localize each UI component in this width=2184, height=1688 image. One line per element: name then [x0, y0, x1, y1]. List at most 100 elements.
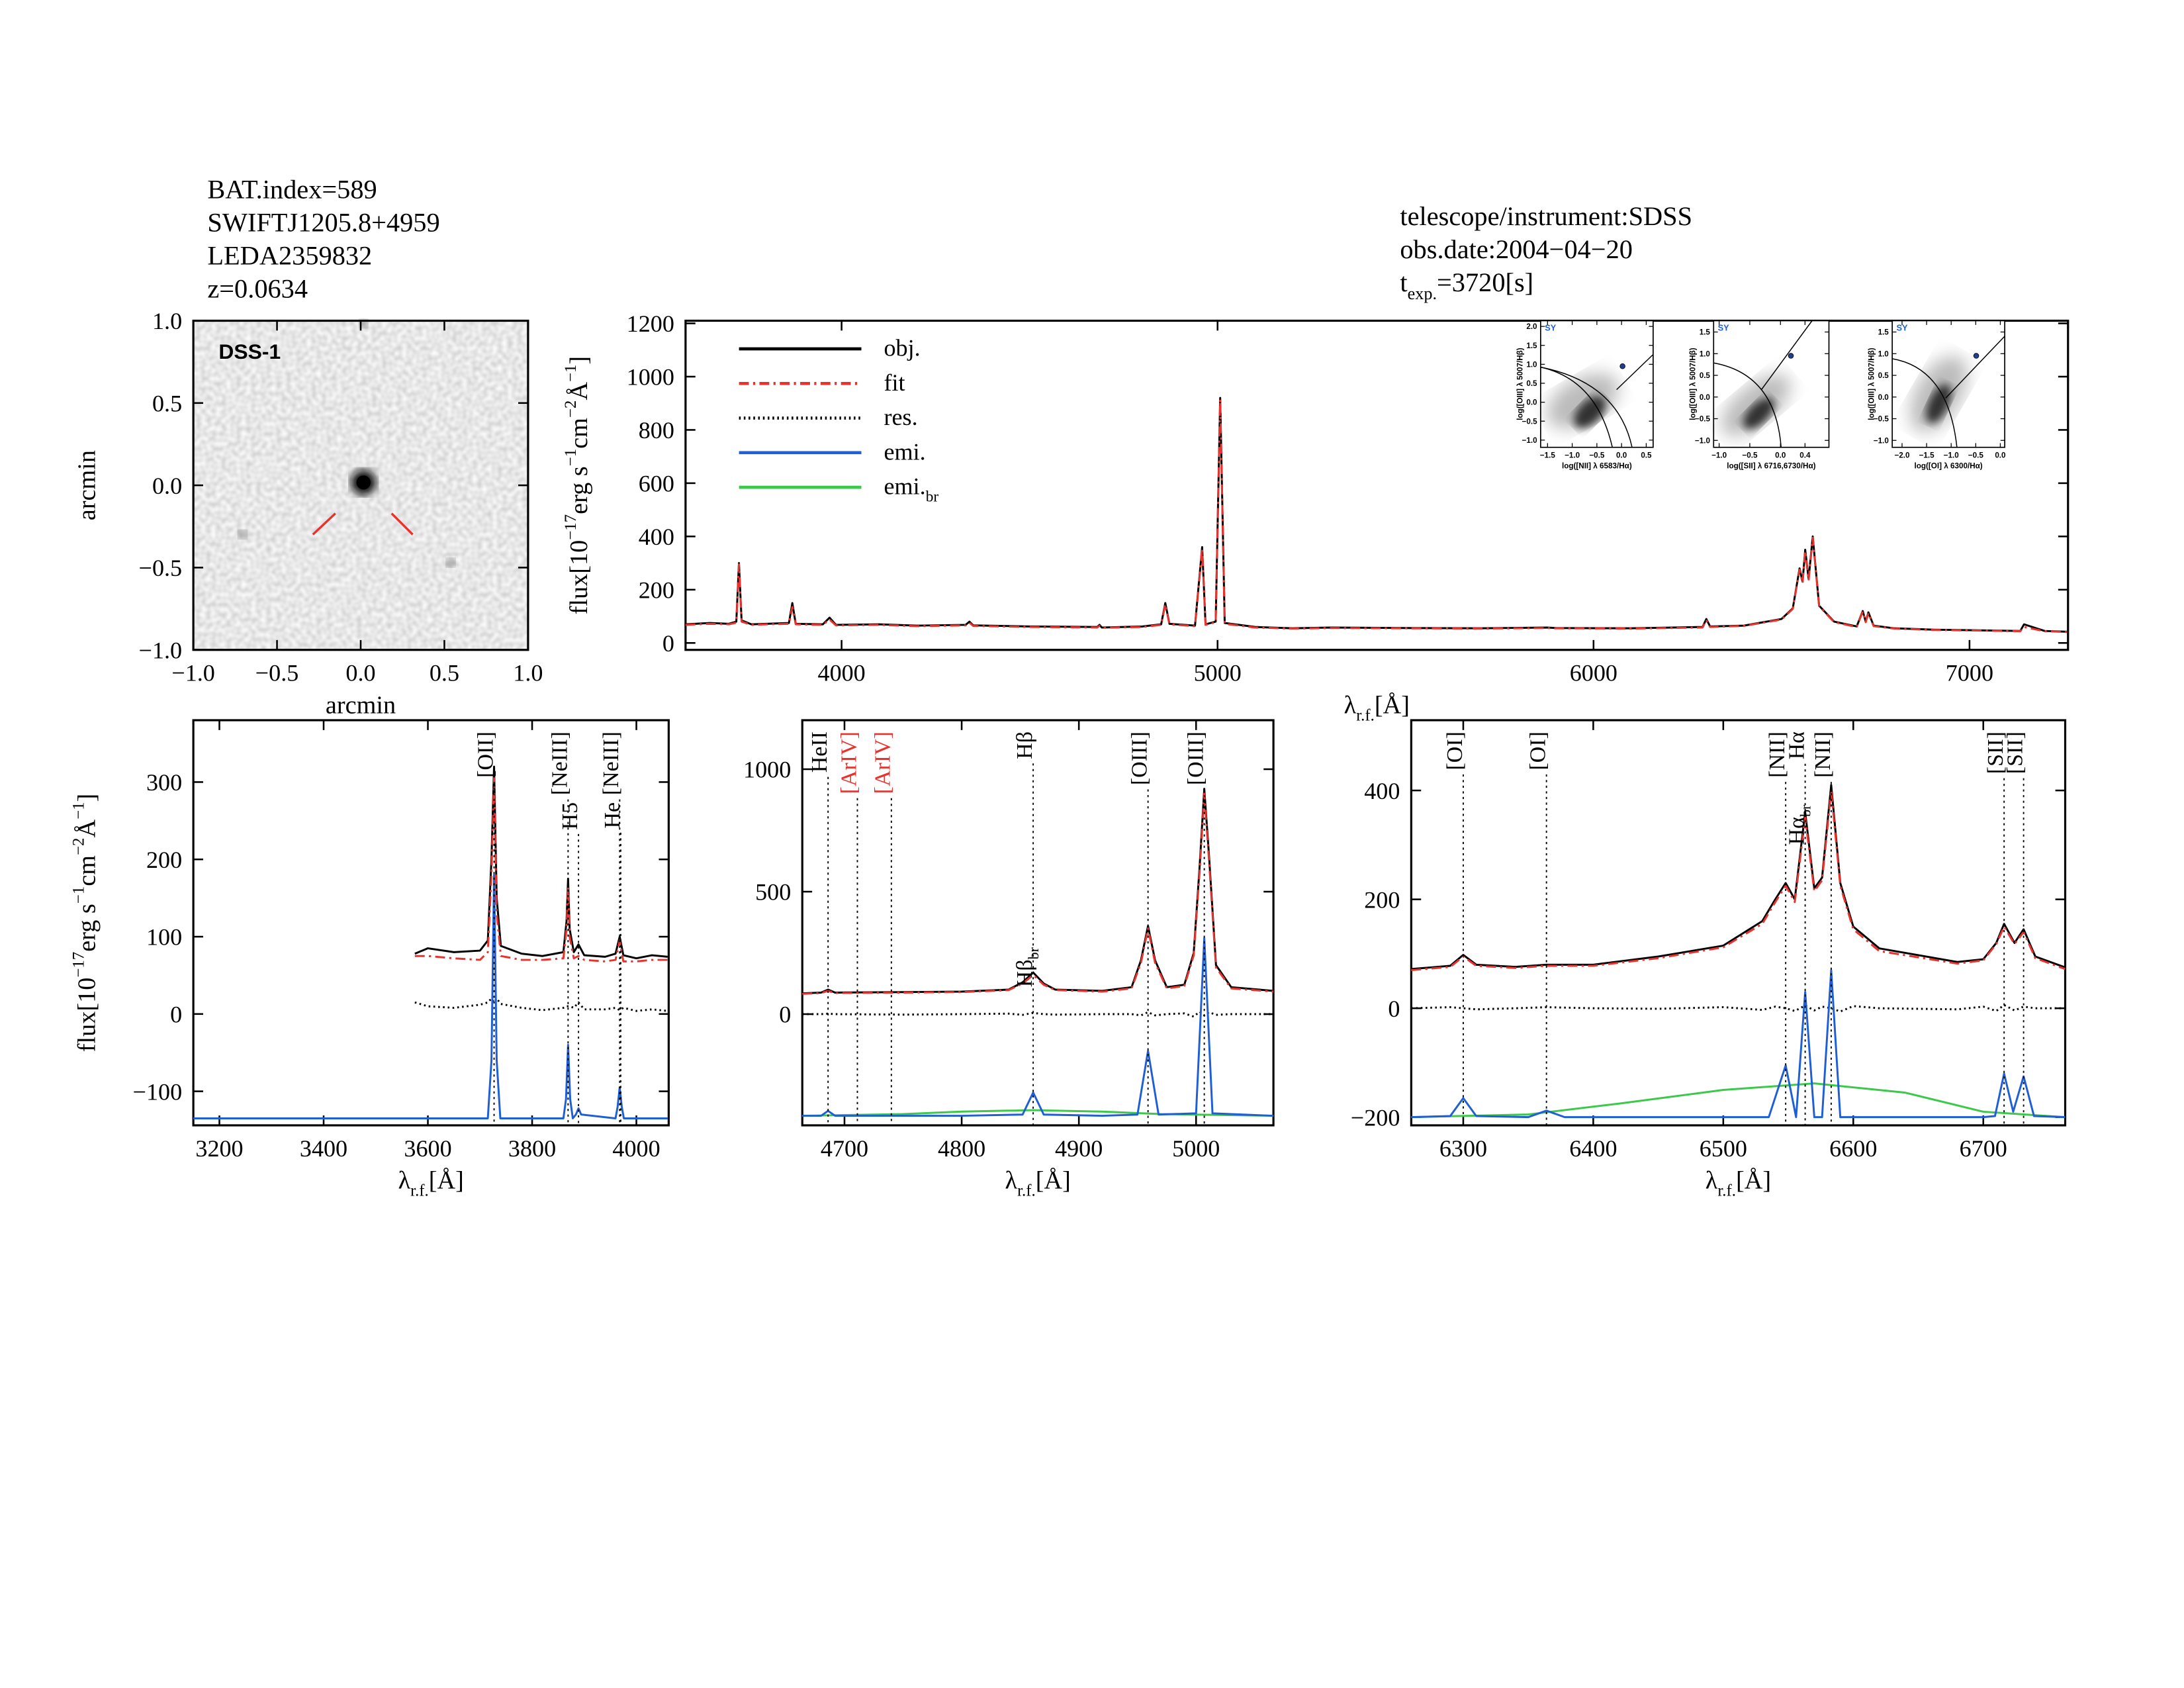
demarcation — [1760, 320, 1813, 391]
point — [1619, 363, 1625, 369]
spectrum — [685, 398, 2068, 633]
x-tick-label: 5000 — [1172, 1135, 1220, 1162]
legend-name: emi. — [884, 438, 926, 465]
x-tick-label: −0.5 — [255, 660, 299, 686]
y-axis-label-part: −1 — [69, 802, 87, 819]
line-label: Hβ — [1013, 731, 1037, 759]
line-label: [OIII] — [1128, 731, 1152, 785]
frame — [1410, 719, 2067, 1127]
x-axis-label-part: r.f. — [410, 1182, 429, 1200]
y-axis-label-part: ] — [565, 356, 593, 365]
panel: 4000 5000 6000 7000 0 200 400 600 800 1000 1200 — [627, 310, 2070, 686]
x-axis-label-part: r.f. — [1717, 1182, 1736, 1200]
y-tick-label: 500 — [755, 879, 791, 906]
line-label: Hα — [1784, 731, 1809, 760]
class-tag: SY — [1897, 322, 1909, 332]
y-tick-label: 400 — [1364, 778, 1400, 804]
point — [1973, 353, 1979, 359]
x-tick-label: 4700 — [821, 1135, 868, 1162]
y-axis-label-part: erg s — [565, 466, 593, 514]
x-tick-label: −1.5 — [1919, 451, 1935, 460]
frame — [192, 719, 670, 1127]
x-tick-label: 0.4 — [1799, 451, 1811, 460]
y-tick-label: −0.5 — [139, 555, 183, 581]
panel: 3200 3400 3600 3800 4000 −100 0 100 200 300 — [133, 719, 670, 1162]
y-tick-label: −1.0 — [1874, 436, 1889, 445]
y-tick-label: 0 — [1388, 996, 1400, 1022]
y-tick-label: −1.0 — [1522, 436, 1538, 445]
y-tick-label: 200 — [146, 847, 182, 873]
y-tick-label: 1.0 — [1878, 350, 1889, 358]
y-tick-label: 1000 — [743, 757, 791, 783]
x-tick-label: −1.5 — [1540, 451, 1556, 460]
frame — [801, 719, 1275, 1127]
y-axis-label-part: −1 — [69, 886, 87, 904]
x-tick-label: −1.0 — [1711, 451, 1727, 460]
x-tick-label: 3200 — [195, 1135, 243, 1162]
x-axis-label: log([SII] λ 6716,6730/Hα) — [1727, 462, 1815, 471]
marker — [312, 512, 336, 536]
y-tick-label: 0.5 — [152, 390, 182, 416]
source-core — [356, 475, 371, 490]
bpt-inset: −1.5 −1.0 −0.5 0.0 0.52.01.51.00.50.0−0.5−1.… — [1522, 320, 1654, 460]
line-label: [NII] — [1811, 731, 1835, 778]
line-label: [NeIII] — [599, 731, 623, 795]
y-axis-label-part: −17 — [562, 514, 580, 540]
x-axis-label: λr.f.[Å] — [1706, 1167, 1771, 1200]
x-tick-label: −1.0 — [1944, 451, 1960, 460]
marker — [390, 512, 414, 536]
y-tick-label: 0.0 — [1878, 393, 1889, 402]
x-tick-label: −0.5 — [1589, 451, 1605, 460]
spectrum — [1411, 969, 2066, 1119]
dss-image — [193, 319, 528, 650]
y-tick-label: 0.5 — [1526, 379, 1537, 388]
annotation: Hαbr — [1784, 804, 1813, 845]
y-tick-label: −0.5 — [1874, 415, 1889, 424]
y-tick-label: 1.5 — [1526, 342, 1537, 350]
annotation-part: br — [1797, 804, 1814, 817]
legend-name: res. — [884, 404, 918, 430]
x-tick-label: −1.0 — [171, 660, 215, 686]
y-axis-label: arcmin — [73, 450, 101, 520]
y-axis-label: log([OIII] λ 5007/Hβ) — [1689, 348, 1698, 420]
panel: 6300 6400 6500 6600 6700 −200 0 200 400 — [1351, 719, 2067, 1162]
header-text-part: =3720[s] — [1437, 267, 1533, 297]
line-label: H5 — [558, 802, 582, 830]
frame — [1713, 320, 1830, 448]
line-label: [ArIV] — [871, 731, 895, 794]
y-axis-label-part: −2 — [69, 838, 87, 855]
x-axis-label: λr.f.[Å] — [1005, 1167, 1071, 1200]
x-tick-label: −0.5 — [1742, 451, 1758, 460]
x-axis-label-part: λ — [1005, 1167, 1018, 1195]
y-tick-label: 1.0 — [152, 308, 182, 334]
x-tick-label: −2.0 — [1894, 451, 1910, 460]
x-tick-label: 3800 — [508, 1135, 556, 1162]
bpt-inset: −1.0 −0.5 0.0 0.4 1.5 1.0 0.5 0.0 −0.5 −1.0 — [1695, 320, 1830, 460]
header-text-part: exp. — [1408, 284, 1437, 303]
header-text-part: t — [1400, 267, 1407, 297]
x-tick-label: 0.0 — [1616, 451, 1627, 460]
legend-sub: br — [926, 488, 939, 505]
x-axis-label: log([NII] λ 6583/Hα) — [1562, 462, 1632, 471]
header-text: LEDA2359832 — [207, 241, 372, 271]
star — [446, 558, 455, 567]
y-axis-label-part: −17 — [69, 952, 87, 978]
panel: 4700 4800 4900 5000 0 500 1000 — [743, 719, 1275, 1162]
line-label: [OIII] — [1184, 731, 1208, 785]
demarcation — [1891, 358, 1958, 447]
y-tick-label: 0.5 — [1878, 371, 1889, 380]
demarcation — [1540, 366, 1633, 447]
y-axis-label-part: −1 — [562, 449, 580, 466]
y-tick-label: 1200 — [627, 310, 674, 337]
x-tick-label: −1.0 — [1565, 451, 1580, 460]
star — [238, 530, 247, 539]
legend-label: res. — [884, 404, 918, 430]
x-tick-label: 0.5 — [430, 660, 459, 686]
line-label: [SII] — [1983, 731, 2008, 774]
y-tick-label: 1.0 — [1700, 350, 1711, 358]
spectrum — [802, 937, 1274, 1117]
x-axis-label-part: [Å] — [1736, 1167, 1771, 1195]
x-axis-label-part: λ — [398, 1167, 411, 1195]
